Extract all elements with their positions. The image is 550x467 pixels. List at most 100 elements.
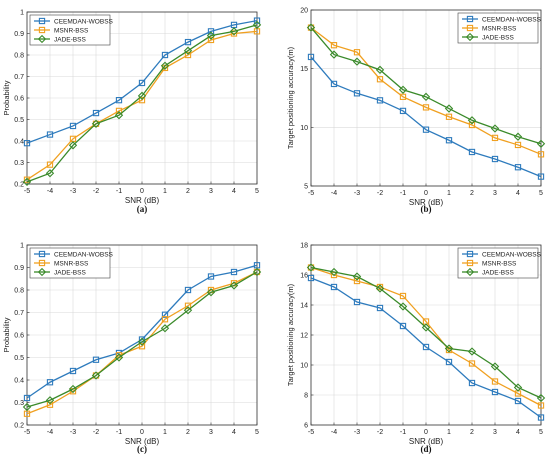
data-point-ceemdan-wobss (399, 322, 407, 330)
data-point-jade-bss (398, 302, 408, 311)
x-tick-label: 0 (140, 188, 144, 195)
series-msnr-bss-b (307, 24, 545, 158)
data-point-jade-bss (490, 362, 500, 371)
x-axis-label-b: SNR (dB) (409, 198, 444, 207)
panel-b: -5 -4 -3 -2 -1 0 1 2 3 4 5 5 10 15 20 SNR (dB) Target po… (275, 0, 550, 234)
data-point-jade-bss (329, 267, 339, 277)
data-point-jade-bss (160, 61, 170, 70)
legend-marker (38, 250, 46, 258)
series-ceemdan-wobss-d (307, 274, 545, 421)
data-point-ceemdan-wobss (353, 298, 361, 306)
data-point-msnr-bss (307, 24, 315, 31)
panel-c: -5 -4 -3 -2 -1 0 1 2 3 4 5 0.2 0.3 0.4 0.5 0.6 0.7 0.8 0.9… (0, 234, 275, 467)
y-tick-label: 0.7 (14, 74, 24, 81)
y-tick-label: 0.2 (14, 423, 24, 430)
x-tick-label: 1 (163, 188, 167, 195)
legend-marker (37, 34, 47, 44)
legend-label: CEEMDAN-WOBSS (54, 18, 114, 25)
x-tick-label: 1 (163, 429, 167, 436)
legend-marker (38, 259, 46, 267)
x-tick-label: 3 (209, 188, 213, 195)
data-point-jade-bss (183, 306, 193, 315)
x-tick-label: -3 (70, 429, 76, 436)
series-msnr-bss-c (23, 268, 261, 417)
x-tick-label: -2 (93, 188, 99, 195)
x-axis-label-c: SNR (dB) (125, 437, 160, 446)
data-point-jade-bss (306, 23, 316, 32)
x-tick-label: -1 (116, 429, 122, 436)
data-point-jade-bss (252, 20, 262, 30)
x-tick-label: -5 (24, 188, 30, 195)
data-point-msnr-bss (23, 176, 31, 183)
data-point-ceemdan-wobss (376, 304, 384, 312)
data-point-jade-bss (206, 288, 216, 297)
y-tick-label: 5 (304, 184, 308, 191)
data-point-ceemdan-wobss (445, 358, 453, 366)
data-point-msnr-bss (399, 93, 407, 100)
legend-marker (38, 17, 46, 25)
y-tick-label: 0.3 (14, 400, 24, 407)
data-point-jade-bss (160, 324, 170, 333)
chart-b: -5 -4 -3 -2 -1 0 1 2 3 4 5 5 10 15 20 SNR (dB) Target po… (286, 8, 546, 214)
x-tick-label: -1 (400, 190, 406, 197)
data-point-ceemdan-wobss (445, 137, 453, 144)
legend-marker (38, 26, 46, 34)
x-axis-label-a: SNR (dB) (125, 196, 160, 205)
x-tick-label: -4 (47, 188, 53, 195)
y-axis-label-c: Probability (2, 317, 11, 352)
series-line-ceemdan-wobss (26, 264, 258, 399)
data-point-jade-bss (398, 85, 408, 94)
data-point-ceemdan-wobss (399, 107, 407, 115)
data-point-msnr-bss (445, 113, 453, 120)
series-line-ceemdan-wobss (310, 56, 542, 178)
data-point-jade-bss (536, 139, 546, 148)
data-point-jade-bss (467, 116, 477, 125)
data-point-msnr-bss (207, 36, 215, 44)
data-point-jade-bss (206, 31, 216, 40)
data-point-msnr-bss (353, 277, 361, 285)
y-tick-label: 0.6 (14, 96, 24, 103)
data-point-jade-bss (91, 119, 101, 128)
y-tick-label: 0.4 (14, 139, 24, 146)
legend-marker (465, 267, 475, 277)
x-tick-label: 0 (424, 429, 428, 436)
data-point-jade-bss (444, 344, 454, 353)
data-point-ceemdan-wobss (330, 283, 338, 291)
x-tick-label: 0 (140, 429, 144, 436)
series-jade-bss-d (306, 263, 546, 403)
series-line-msnr-bss (26, 30, 258, 181)
data-point-jade-bss (91, 371, 101, 380)
x-tick-label: 0 (424, 190, 428, 197)
legend-marker (466, 15, 474, 23)
y-axis-label-a: Probability (2, 80, 11, 115)
series-line-jade-bss (310, 266, 542, 399)
data-point-ceemdan-wobss (537, 173, 545, 180)
data-point-msnr-bss (353, 49, 361, 56)
legend-b: CEEMDAN-WOBSS MSNR-BSS JADE-BSS (457, 12, 542, 44)
data-point-jade-bss (352, 57, 362, 66)
x-tick-label: 3 (493, 429, 497, 436)
data-point-jade-bss (329, 50, 339, 59)
y-tick-label: 18 (300, 243, 308, 250)
data-point-msnr-bss (46, 161, 54, 168)
data-point-msnr-bss (399, 292, 407, 300)
data-point-msnr-bss (184, 51, 192, 59)
data-point-ceemdan-wobss (307, 53, 315, 61)
data-point-msnr-bss (468, 121, 476, 129)
legend-marker (466, 24, 474, 32)
x-tick-label: -2 (377, 190, 383, 197)
data-point-jade-bss (22, 402, 32, 412)
data-point-jade-bss (229, 281, 239, 290)
series-jade-bss-c (22, 267, 262, 412)
data-point-jade-bss (513, 383, 523, 392)
data-point-jade-bss (490, 124, 500, 133)
data-point-msnr-bss (184, 302, 192, 309)
data-point-jade-bss (114, 111, 124, 120)
x-tick-label: -4 (331, 190, 337, 197)
data-point-ceemdan-wobss (138, 79, 146, 87)
data-point-jade-bss (421, 92, 431, 102)
data-point-msnr-bss (514, 141, 522, 149)
x-tick-label: 5 (539, 429, 543, 436)
legend-c: CEEMDAN-WOBSS MSNR-BSS JADE-BSS (29, 247, 114, 279)
data-point-ceemdan-wobss (353, 90, 361, 97)
